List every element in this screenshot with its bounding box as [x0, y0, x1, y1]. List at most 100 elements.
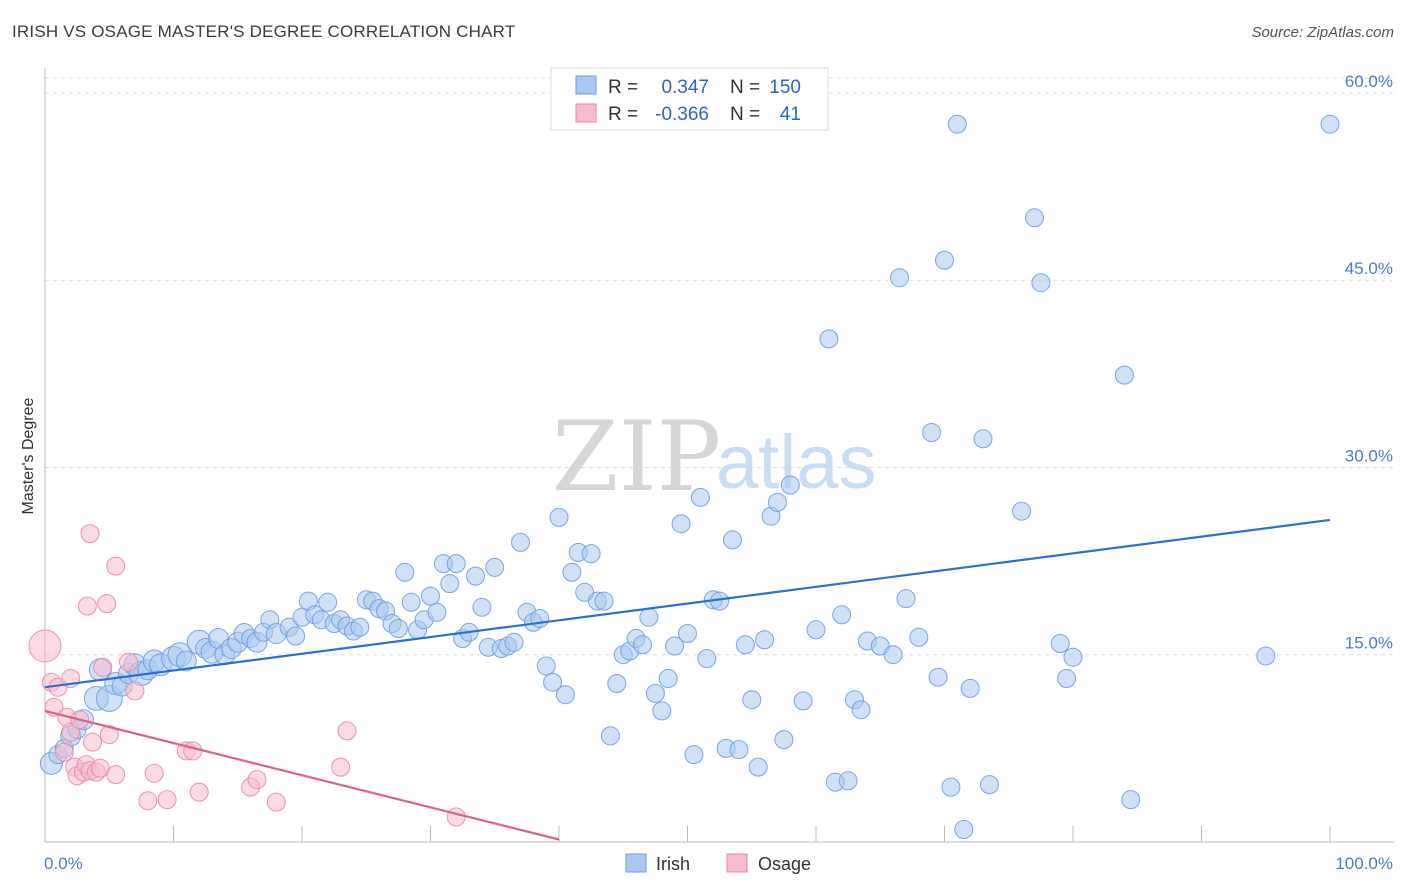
x-tick-label: 0.0% [44, 854, 83, 873]
data-point-irish [401, 592, 421, 612]
data-point-osage [93, 657, 113, 677]
data-point-irish [793, 691, 813, 711]
legend-r-value-irish: 0.347 [661, 77, 709, 98]
data-point-irish [960, 678, 980, 698]
data-point-irish [980, 775, 999, 795]
data-point-osage [331, 757, 351, 777]
series-legend-label-osage: Osage [758, 854, 811, 874]
data-point-osage [106, 556, 126, 576]
data-point-irish [954, 820, 974, 839]
series-legend: Irish Osage [625, 853, 811, 874]
data-point-irish [890, 268, 909, 288]
data-point-irish [1320, 114, 1340, 134]
data-point-irish [774, 730, 794, 750]
data-point-irish [645, 683, 665, 703]
legend-n-label-irish: N = [730, 77, 760, 98]
data-point-osage [138, 791, 158, 811]
source-credit: Source: ZipAtlas.com [1251, 24, 1394, 41]
legend-n-value-irish: 150 [769, 77, 801, 98]
data-point-irish [832, 605, 852, 625]
series-legend-label-irish: Irish [656, 854, 690, 874]
data-point-irish [1063, 647, 1083, 667]
data-point-osage [77, 596, 97, 616]
data-point-osage [54, 742, 74, 762]
legend-n-label-osage: N = [730, 104, 760, 125]
y-tick-label: 15.0% [1345, 634, 1393, 653]
data-point-irish [838, 771, 858, 791]
data-point-osage [183, 741, 203, 761]
data-point-osage [144, 763, 164, 783]
data-point-irish [1121, 790, 1141, 810]
y-tick-label: 45.0% [1345, 259, 1393, 278]
data-point-irish [909, 627, 929, 647]
data-point-irish [446, 554, 466, 574]
data-point-irish [735, 635, 755, 655]
data-point-irish [935, 250, 954, 270]
data-point-irish [536, 656, 556, 676]
y-axis-label: Master's Degree [20, 397, 37, 514]
data-point-irish [1057, 669, 1077, 688]
data-point-osage [125, 681, 145, 701]
data-point-irish [742, 690, 762, 710]
legend-swatch-osage [575, 103, 597, 123]
data-point-irish [684, 745, 704, 765]
data-point-osage [80, 524, 100, 544]
data-point-osage [189, 782, 209, 802]
legend-box [550, 67, 829, 131]
data-point-irish [1050, 634, 1070, 653]
correlation-legend: R = 0.347 N = 150 R = -0.366 N = 41 [550, 67, 829, 131]
data-point-osage [266, 792, 286, 812]
data-point-irish [562, 562, 582, 582]
data-point-irish [175, 650, 197, 672]
x-tick-label: 100.0% [1335, 854, 1393, 873]
legend-r-value-osage: -0.366 [655, 104, 709, 125]
data-point-irish [350, 617, 370, 637]
data-point-osage [99, 725, 119, 745]
data-point-irish [658, 669, 678, 688]
trend-line-irish [44, 518, 1331, 689]
data-point-irish [806, 620, 826, 640]
chart-title: IRISH VS OSAGE MASTER'S DEGREE CORRELATI… [12, 22, 516, 41]
data-point-irish [549, 507, 569, 527]
data-point-osage [106, 765, 126, 785]
y-tick-label: 60.0% [1345, 72, 1393, 91]
data-point-irish [427, 602, 447, 622]
data-point-irish [607, 674, 627, 693]
data-point-osage [119, 652, 138, 672]
data-point-irish [543, 672, 563, 692]
series-irish [39, 114, 1340, 839]
data-point-irish [780, 475, 800, 495]
data-point-irish [286, 626, 306, 646]
series-legend-swatch-osage [726, 853, 748, 873]
grid-lines [45, 77, 1394, 656]
data-point-irish [690, 487, 710, 507]
data-point-osage [446, 807, 466, 827]
tick-labels: 15.0% 30.0% 45.0% 60.0% 0.0% 100.0% [44, 72, 1393, 873]
data-point-osage [247, 770, 267, 790]
data-point-irish [883, 645, 903, 665]
watermark: ZIP atlas [552, 401, 877, 513]
data-point-irish [767, 492, 787, 512]
data-point-irish [639, 607, 659, 627]
data-point-osage [157, 790, 177, 810]
legend-n-value-osage: 41 [780, 104, 801, 125]
data-point-irish [421, 586, 440, 606]
series-osage [28, 524, 466, 827]
data-point-irish [697, 649, 717, 668]
data-point-irish [1031, 273, 1051, 293]
data-point-irish [1025, 208, 1044, 228]
data-point-osage [28, 629, 62, 663]
data-point-irish [947, 114, 967, 134]
data-point-irish [665, 636, 685, 656]
data-point-irish [581, 544, 601, 564]
data-point-irish [973, 429, 993, 449]
data-point-irish [896, 589, 916, 609]
data-point-irish [819, 329, 839, 349]
data-point-irish [928, 667, 948, 687]
data-point-irish [594, 591, 614, 611]
data-point-irish [633, 635, 652, 655]
data-point-irish [851, 700, 871, 720]
data-point-irish [466, 566, 485, 586]
data-point-irish [755, 630, 775, 650]
